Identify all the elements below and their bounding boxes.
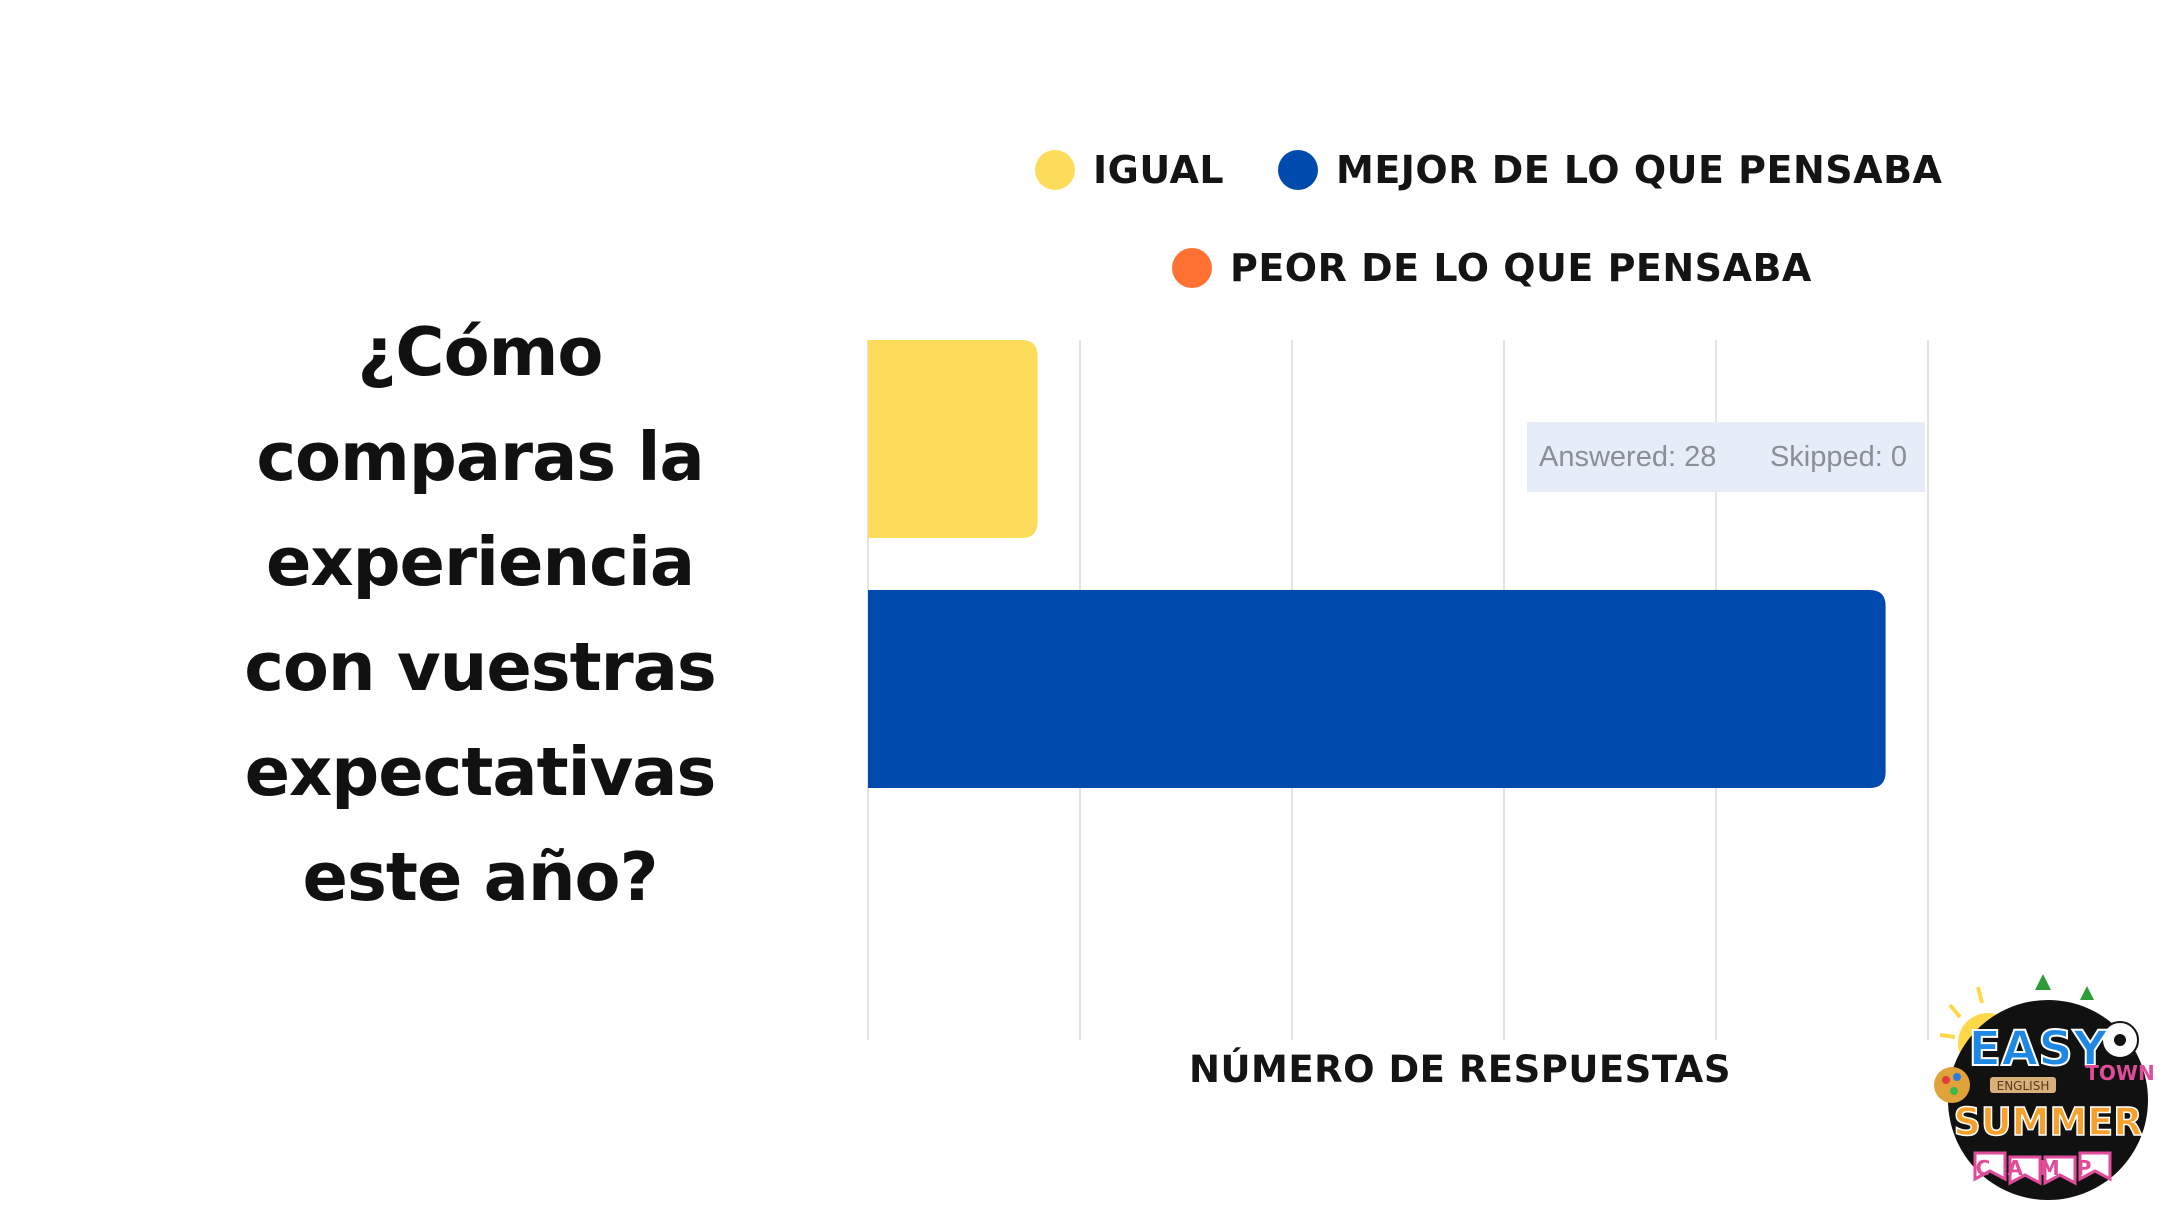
response-stats: Answered: 28 Skipped: 0 [1527,422,1925,492]
x-axis-title: NÚMERO DE RESPUESTAS [1189,1048,1731,1091]
legend-item-peor: PEOR DE LO QUE PENSABA [1172,246,1812,290]
legend-label: MEJOR DE LO QUE PENSABA [1336,148,1943,192]
question-line: con vuestras [244,628,717,706]
legend-marker [1035,150,1075,190]
legend-label: IGUAL [1093,148,1225,192]
question-line: ¿Cómo [357,313,604,391]
question-text: ¿Cómo comparas la experiencia con vuestr… [180,300,780,930]
logo-camp-text: CAMP [1976,1156,2109,1180]
question-line: este año? [302,838,659,916]
question-line: comparas la [256,418,704,496]
legend-item-igual: IGUAL [1035,148,1224,192]
skipped-count: Skipped: 0 [1769,440,1907,473]
legend-label: PEOR DE LO QUE PENSABA [1230,246,1812,290]
logo-summer-text: SUMMER [1953,1100,2142,1144]
logo-english-text: ENGLISH [1997,1079,2050,1093]
legend-marker [1172,248,1212,288]
logo-easy-text: EASY [1968,1021,2109,1077]
answered-count: Answered: 28 [1539,440,1717,473]
legend-item-mejor: MEJOR DE LO QUE PENSABA [1278,148,1942,192]
question-line: expectativas [244,733,717,811]
question-line: experiencia [265,523,695,601]
bar-0 [868,340,1038,538]
camp-bunting [1973,1151,2112,1186]
palette-icon [1934,1067,1970,1103]
legend-marker [1278,150,1318,190]
logo-town-text: TOWN [2085,1061,2154,1085]
bar-1 [868,590,1886,788]
easy-town-summer-camp-logo: EASY TOWN ENGLISH SUMMER CAMP [1934,974,2155,1200]
